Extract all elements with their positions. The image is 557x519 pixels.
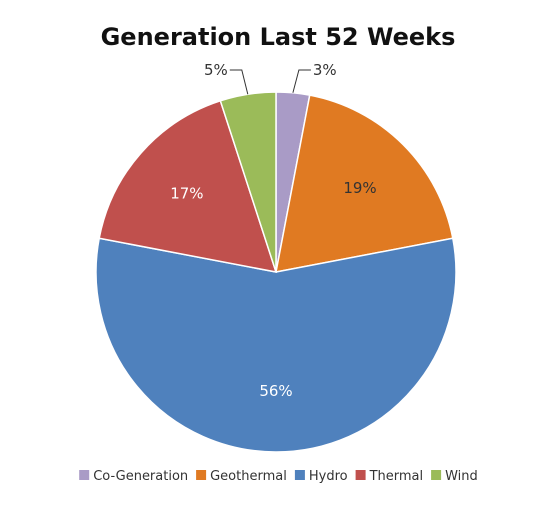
data-label-geothermal: 19% [343,179,376,197]
pie-slice-thermal [98,99,278,273]
legend-item-thermal: Thermal [355,469,424,484]
chart-title: Generation Last 52 Weeks [101,23,456,51]
pie-slices [95,91,457,453]
legend-swatch-wind [431,470,442,480]
legend-item-wind: Wind [431,469,478,484]
legend-swatch-hydro [294,470,305,480]
leader-line-wind [229,69,249,95]
pie-slice-wind [219,91,277,273]
data-labels: 3% 19% 56% 17% 5% [170,61,376,400]
legend-swatch-co-generation [79,470,90,480]
legend-swatch-geothermal [196,470,207,480]
legend-label-geothermal: Geothermal [210,469,287,484]
legend-swatch-thermal [355,470,366,480]
leader-line-co-generation [292,69,311,93]
pie-slice-hydro [95,237,457,453]
data-label-thermal: 17% [170,184,203,202]
legend-label-hydro: Hydro [309,469,348,484]
legend-label-thermal: Thermal [369,469,424,484]
legend: Co-Generation Geothermal Hydro Thermal Wind [79,469,478,484]
legend-item-geothermal: Geothermal [196,469,287,484]
data-label-hydro: 56% [259,382,292,400]
data-label-wind: 5% [204,61,228,79]
legend-label-co-generation: Co-Generation [93,469,188,484]
legend-label-wind: Wind [445,469,478,484]
legend-item-hydro: Hydro [294,469,348,484]
data-label-co-generation: 3% [313,61,337,79]
legend-item-co-generation: Co-Generation [79,469,188,484]
pie-slice-geothermal [275,94,454,273]
